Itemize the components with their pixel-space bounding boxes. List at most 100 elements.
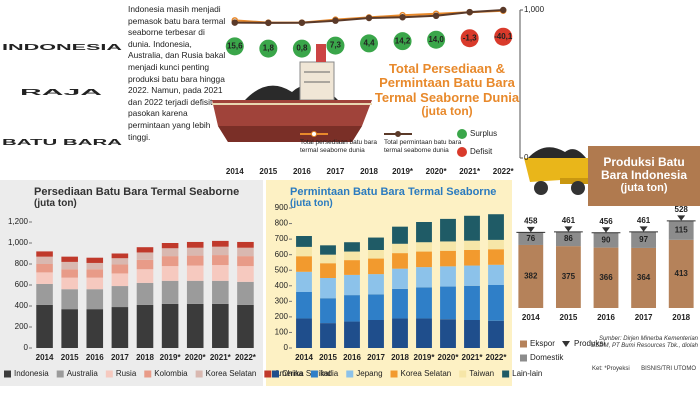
y-tick-label: 400 — [275, 281, 289, 290]
bar-segment — [186, 255, 204, 266]
bar-segment — [392, 243, 408, 254]
bar-segment — [440, 241, 456, 251]
bar-segment — [518, 232, 544, 245]
y-tick-label: 300 — [275, 296, 289, 305]
legend-label: Domestik — [530, 353, 564, 362]
bar-segment — [186, 303, 204, 348]
data-label: 90 — [602, 235, 611, 244]
line-marker — [332, 17, 339, 24]
y-tick-label: 1,200 — [8, 217, 29, 226]
line-marker — [231, 19, 239, 26]
legend-swatch — [105, 370, 113, 378]
bar-segment — [320, 278, 336, 299]
bar-segment — [368, 250, 384, 259]
bar-segment — [111, 273, 129, 287]
line-marker — [265, 19, 272, 27]
legend-label: Produksi — [574, 339, 605, 348]
chart-subtitle: (juta ton) — [34, 198, 77, 210]
legend-label: Kolombia — [154, 369, 188, 378]
legend-label: Amerika Serikat — [274, 369, 331, 378]
bar-segment — [464, 240, 480, 250]
bar-segment — [344, 260, 360, 275]
bar-segment — [61, 269, 78, 278]
bar-segment — [440, 266, 456, 287]
bar-segment — [416, 318, 432, 348]
data-label: 76 — [526, 234, 535, 243]
bar-segment — [344, 274, 360, 296]
bar-segment — [296, 256, 312, 272]
bar-segment — [320, 254, 336, 264]
legend-swatch — [459, 370, 467, 378]
x-tick-label: 2020* — [185, 353, 207, 362]
intro-text: Indonesia masih menjadi pemasok batu bar… — [128, 4, 226, 142]
legend-label: Australia — [67, 369, 99, 378]
bar-segment — [518, 244, 544, 308]
y-tick-label: 600 — [275, 250, 289, 259]
x-tick-label: 2016 — [86, 353, 104, 362]
legend-swatch — [520, 340, 527, 348]
legend-swatch — [144, 370, 152, 378]
bar-segment — [416, 242, 432, 252]
balance-marker — [460, 29, 479, 48]
y-tick-label: 600 — [15, 280, 29, 289]
bar-segment — [368, 237, 384, 250]
chart-title-block: Permintaan Batu Bara Termal Seaborne (jut… — [290, 186, 508, 209]
data-label: 413 — [675, 269, 689, 278]
balance-label: 15,6 — [227, 41, 243, 50]
y-tick-label: 0 — [284, 343, 289, 352]
bar-segment — [161, 266, 179, 281]
bar-segment — [237, 247, 254, 257]
bar-segment — [136, 282, 154, 305]
bar-segment — [344, 242, 360, 252]
x-tick-label: 2014 — [36, 353, 54, 362]
bar-segment — [186, 280, 204, 304]
bar-segment — [392, 288, 408, 319]
bar-segment — [36, 272, 53, 284]
total-label: 456 — [599, 217, 613, 226]
data-label: 375 — [562, 272, 576, 281]
bar-segment — [320, 245, 336, 255]
balance-marker — [360, 34, 378, 53]
x-tick-label: 2020* — [426, 167, 448, 176]
bar-segment — [464, 320, 480, 348]
bar-segment — [61, 261, 78, 270]
legend-swatch — [4, 370, 11, 378]
bar-segment — [392, 318, 408, 348]
x-tick-label: 2021* — [462, 353, 484, 362]
total-marker — [591, 227, 621, 234]
bar-segment — [212, 255, 229, 266]
x-tick-label: 2019* — [392, 167, 414, 176]
x-tick-label: 2018 — [391, 353, 409, 362]
legend-marker — [457, 129, 467, 139]
balance-marker — [326, 36, 345, 55]
bar-segment — [593, 247, 619, 308]
x-tick-label: 2022* — [235, 353, 257, 362]
bar-segment — [488, 264, 504, 285]
bar-segment — [36, 304, 53, 348]
balance-label: 14,2 — [395, 36, 411, 45]
bar-segment — [320, 263, 336, 278]
legend-marker — [311, 131, 317, 137]
bar-segment — [36, 264, 53, 273]
x-tick-label: 2016 — [597, 313, 615, 322]
bar-segment — [61, 277, 78, 290]
bar-segment — [464, 285, 480, 320]
chart-title-block: Produksi Batu Bara Indonesia (juta ton) — [590, 155, 698, 194]
bar-segment — [416, 287, 432, 319]
line-marker — [365, 14, 373, 22]
bar-segment — [36, 283, 53, 305]
bar-segment — [488, 214, 504, 240]
bar-segment — [136, 259, 154, 270]
chart-title: Produksi Batu Bara Indonesia — [600, 155, 688, 183]
bar-segment — [296, 292, 312, 319]
balance-label: 4,4 — [363, 39, 375, 48]
x-tick-label: 2015 — [259, 167, 277, 176]
bar-segment — [136, 247, 154, 253]
data-label: 86 — [564, 234, 573, 243]
legend-swatch — [264, 370, 272, 378]
data-label: 97 — [639, 235, 648, 244]
x-tick-label: 2021* — [210, 353, 232, 362]
bar-segment — [136, 252, 154, 260]
chart-title: Persediaan Batu Bara Termal Seaborne — [34, 186, 240, 198]
